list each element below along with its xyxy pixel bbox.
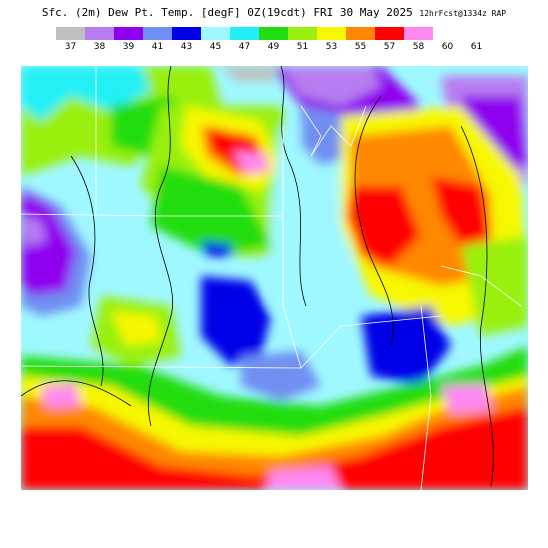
- legend-label: 45: [209, 42, 222, 52]
- legend-swatch: [143, 27, 172, 40]
- topo-contour-3: [280, 66, 307, 307]
- field-region-e-red-1: [346, 186, 421, 266]
- color-legend: [56, 27, 433, 40]
- field-region-s-pink-3: [266, 466, 341, 490]
- boundary-coast-east: [440, 265, 522, 307]
- legend-swatch: [346, 27, 375, 40]
- field-region-wc-yellow: [111, 311, 161, 346]
- boundary-vertical-east: [420, 305, 432, 490]
- legend-label: 39: [122, 42, 135, 52]
- field-region-nc-lime: [151, 166, 271, 256]
- topo-contour-2: [70, 155, 104, 387]
- dewpoint-map: [21, 66, 528, 490]
- topography-contours: [21, 66, 494, 487]
- field-region-c-blue-1: [201, 276, 271, 366]
- topo-contour-4: [354, 95, 394, 347]
- field-region-w-purple: [21, 191, 76, 296]
- field-region-s-red: [21, 406, 528, 490]
- field-region-c-cyan: [271, 126, 351, 326]
- legend-swatch: [404, 27, 433, 40]
- state-boundaries: [21, 66, 522, 490]
- title-run: 12hrFcst@1334z RAP: [419, 9, 507, 18]
- legend-label: 49: [267, 42, 280, 52]
- field-region-w-lavender: [21, 216, 46, 246]
- legend-label: 58: [412, 42, 425, 52]
- legend-label: 47: [238, 42, 251, 52]
- field-region-e-red-2: [431, 176, 491, 246]
- field-region-c-lightblue: [241, 351, 321, 401]
- legend-swatch: [288, 27, 317, 40]
- field-region-nc-pink: [233, 151, 269, 174]
- field-region-c-blue-3: [201, 241, 233, 256]
- legend-swatch: [230, 27, 259, 40]
- legend-label: 57: [383, 42, 396, 52]
- legend-label: 41: [151, 42, 164, 52]
- field-region-c-blue-2: [361, 306, 451, 386]
- legend-label: 61: [470, 42, 483, 52]
- legend-label: 55: [354, 42, 367, 52]
- field-region-s-pink-1: [41, 384, 81, 408]
- boundary-horizontal-south: [21, 315, 442, 369]
- legend-swatch: [317, 27, 346, 40]
- chart-title: Sfc. (2m) Dew Pt. Temp. [degF] 0Z(19cdt)…: [0, 6, 548, 19]
- topo-contour-6: [21, 380, 132, 407]
- legend-label: 53: [325, 42, 338, 52]
- legend-label: 60: [441, 42, 454, 52]
- legend-label: 43: [180, 42, 193, 52]
- field-region-e-purple: [461, 96, 528, 166]
- boundary-vertical-center: [282, 126, 302, 369]
- boundary-horizontal-north: [21, 213, 283, 217]
- dewpoint-field: [21, 66, 528, 490]
- legend-swatch: [85, 27, 114, 40]
- legend-label: 37: [64, 42, 77, 52]
- title-main: Sfc. (2m) Dew Pt. Temp. [degF] 0Z(19cdt)…: [41, 6, 413, 19]
- legend-swatch: [172, 27, 201, 40]
- topo-contour-5: [460, 125, 494, 487]
- legend-swatch: [114, 27, 143, 40]
- legend-label: 38: [93, 42, 106, 52]
- field-region-ne-gray: [221, 66, 281, 81]
- topo-contour-1: [147, 66, 173, 427]
- legend-swatch: [259, 27, 288, 40]
- legend-label: 51: [296, 42, 309, 52]
- field-region-ne-lavender: [281, 66, 381, 106]
- legend-swatch: [56, 27, 85, 40]
- legend-swatch: [201, 27, 230, 40]
- field-region-s-pink-2: [441, 384, 491, 414]
- boundary-lakes: [300, 105, 367, 157]
- legend-swatch: [375, 27, 404, 40]
